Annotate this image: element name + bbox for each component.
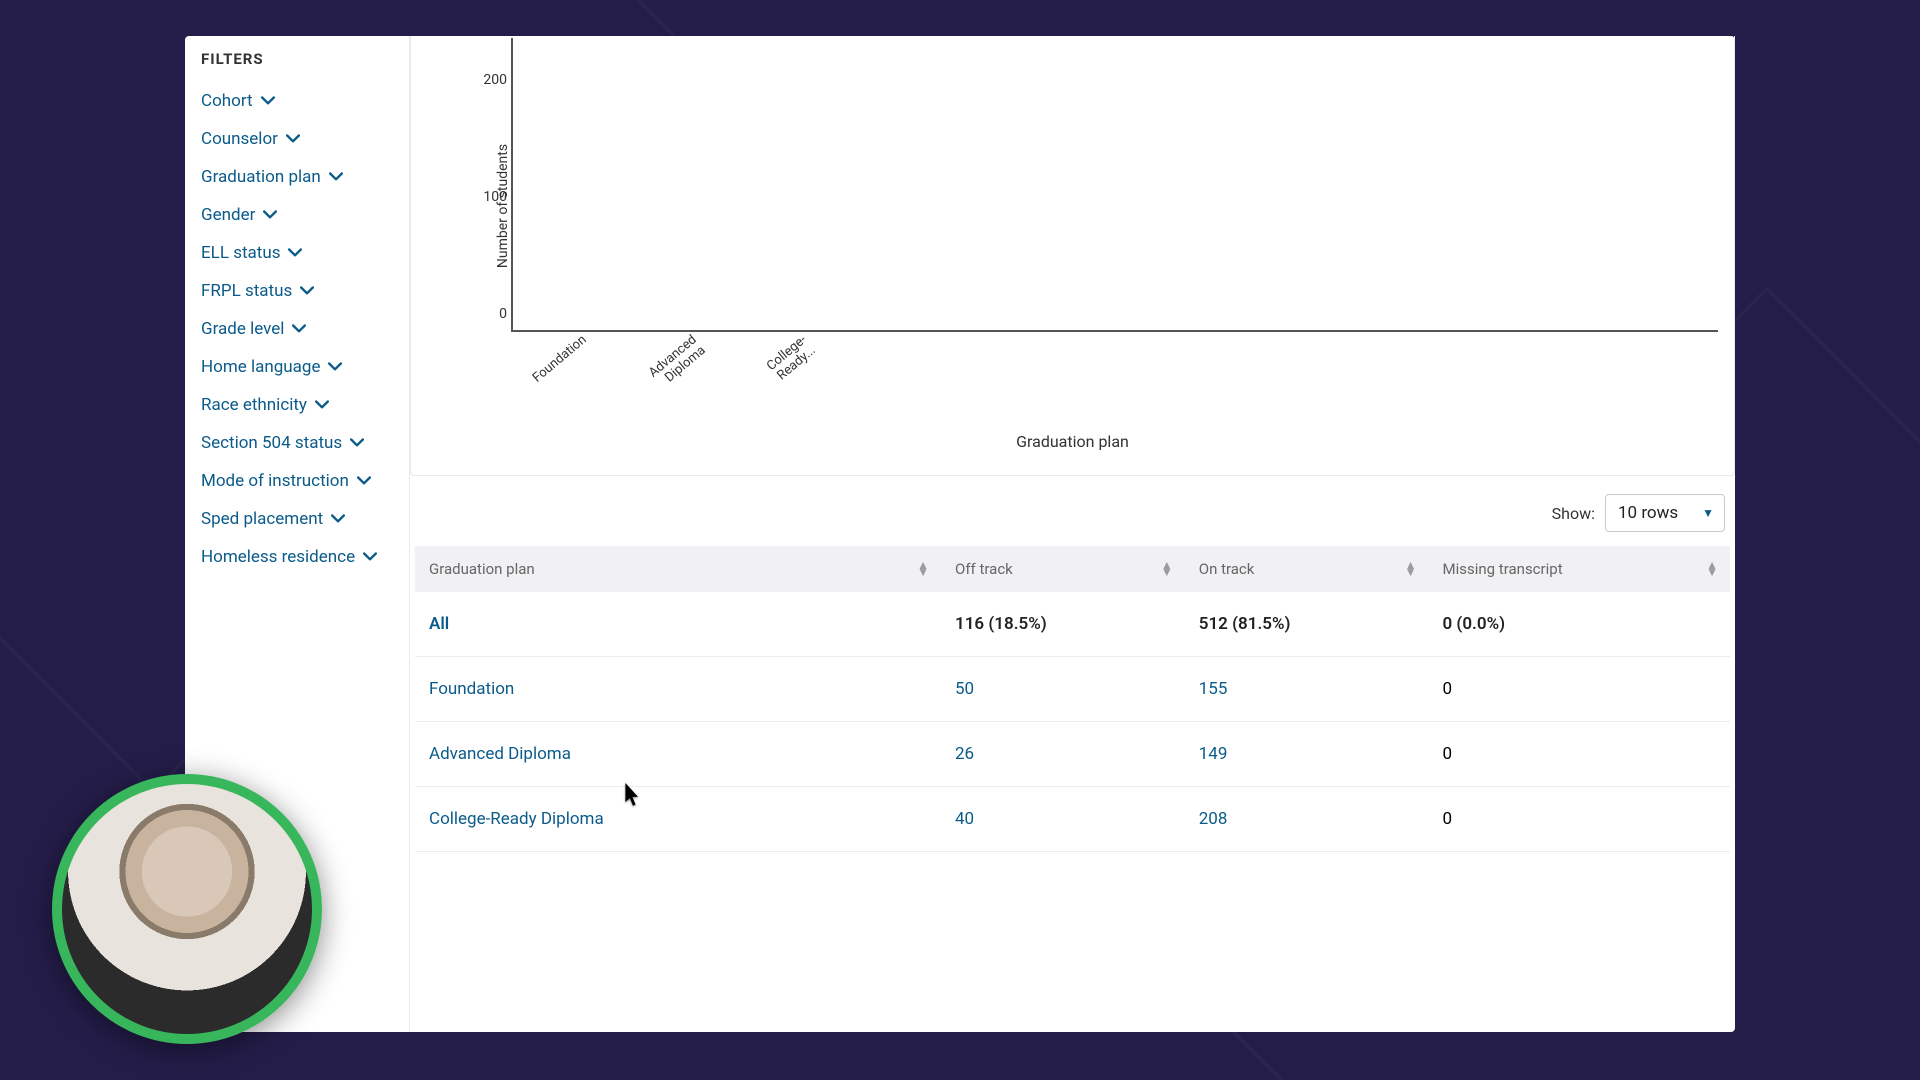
column-header[interactable]: Graduation plan ▲▼	[415, 546, 941, 592]
x-category-label: Foundation	[489, 333, 590, 421]
filter-label: Home language	[201, 357, 320, 377]
table-row: Advanced Diploma261490	[415, 722, 1730, 787]
filter-item[interactable]: Home language	[201, 348, 393, 386]
filter-item[interactable]: Grade level	[201, 310, 393, 348]
filter-item[interactable]: FRPL status	[201, 272, 393, 310]
value-cell[interactable]: 26	[941, 722, 1185, 787]
filter-label: ELL status	[201, 243, 280, 263]
sort-icon: ▲▼	[1706, 562, 1718, 576]
y-tick: 100	[463, 189, 507, 205]
chart-card: Number of students 010020050155Foundatio…	[410, 36, 1735, 476]
rows-select[interactable]: 10 rows ▼	[1605, 494, 1725, 532]
table-row: College-Ready Diploma402080	[415, 787, 1730, 852]
value-cell: 512 (81.5%)	[1185, 592, 1429, 657]
chevron-down-icon	[292, 322, 306, 336]
filter-item[interactable]: Sped placement	[201, 500, 393, 538]
value-cell: 0	[1429, 787, 1731, 852]
y-tick: 0	[463, 306, 507, 322]
chevron-down-icon	[329, 170, 343, 184]
value-cell: 0	[1429, 657, 1731, 722]
value-cell: 116 (18.5%)	[941, 592, 1185, 657]
chevron-down-icon	[363, 550, 377, 564]
filter-item[interactable]: Counselor	[201, 120, 393, 158]
value-cell[interactable]: 149	[1185, 722, 1429, 787]
column-label: Graduation plan	[429, 560, 535, 578]
filter-label: Race ethnicity	[201, 395, 307, 415]
filter-item[interactable]: Homeless residence	[201, 538, 393, 576]
filter-label: Gender	[201, 205, 255, 225]
filter-label: Cohort	[201, 91, 253, 111]
filter-label: Homeless residence	[201, 547, 355, 567]
plan-cell[interactable]: College-Ready Diploma	[415, 787, 941, 852]
main-content: Number of students 010020050155Foundatio…	[410, 36, 1735, 1032]
presenter-avatar	[52, 774, 322, 1044]
column-label: On track	[1199, 560, 1255, 578]
chevron-down-icon	[288, 246, 302, 260]
chevron-down-icon	[263, 208, 277, 222]
x-category-label: Advanced Diploma	[599, 333, 709, 432]
filter-label: Graduation plan	[201, 167, 321, 187]
show-label: Show:	[1552, 504, 1595, 523]
filter-item[interactable]: Graduation plan	[201, 158, 393, 196]
plan-cell[interactable]: Foundation	[415, 657, 941, 722]
chevron-down-icon	[350, 436, 364, 450]
table-row: All116 (18.5%)512 (81.5%)0 (0.0%)	[415, 592, 1730, 657]
sort-icon: ▲▼	[1405, 562, 1417, 576]
plan-cell[interactable]: Advanced Diploma	[415, 722, 941, 787]
filter-item[interactable]: Cohort	[201, 82, 393, 120]
column-header[interactable]: Off track ▲▼	[941, 546, 1185, 592]
value-cell[interactable]: 40	[941, 787, 1185, 852]
y-axis-label: Number of students	[495, 144, 511, 268]
filter-label: FRPL status	[201, 281, 292, 301]
chevron-down-icon	[300, 284, 314, 298]
x-category-label: College- Ready...	[709, 333, 819, 432]
value-cell[interactable]: 208	[1185, 787, 1429, 852]
filter-label: Mode of instruction	[201, 471, 349, 491]
rows-select-value: 10 rows	[1618, 503, 1678, 523]
filter-item[interactable]: Section 504 status	[201, 424, 393, 462]
plan-cell[interactable]: All	[415, 592, 941, 657]
filter-label: Grade level	[201, 319, 284, 339]
sort-icon: ▲▼	[1161, 562, 1173, 576]
x-axis-label: Graduation plan	[421, 432, 1724, 451]
filter-label: Sped placement	[201, 509, 323, 529]
chevron-down-icon	[286, 132, 300, 146]
value-cell: 0 (0.0%)	[1429, 592, 1731, 657]
app-card: FILTERS Cohort Counselor Graduation plan Ge…	[185, 36, 1735, 1032]
chevron-down-icon	[328, 360, 342, 374]
table-row: Foundation501550	[415, 657, 1730, 722]
column-header[interactable]: Missing transcript ▲▼	[1429, 546, 1731, 592]
column-label: Off track	[955, 560, 1013, 578]
filter-item[interactable]: Gender	[201, 196, 393, 234]
filter-item[interactable]: Race ethnicity	[201, 386, 393, 424]
stacked-bar-chart: Number of students 010020050155Foundatio…	[471, 36, 1724, 376]
y-tick: 200	[463, 72, 507, 88]
chevron-down-icon	[357, 474, 371, 488]
filter-label: Section 504 status	[201, 433, 342, 453]
column-label: Missing transcript	[1443, 560, 1563, 578]
chevron-down-icon: ▼	[1702, 506, 1714, 520]
value-cell[interactable]: 50	[941, 657, 1185, 722]
chevron-down-icon	[331, 512, 345, 526]
chevron-down-icon	[315, 398, 329, 412]
table-controls: Show: 10 rows ▼	[410, 486, 1735, 546]
filter-item[interactable]: ELL status	[201, 234, 393, 272]
value-cell[interactable]: 155	[1185, 657, 1429, 722]
value-cell: 0	[1429, 722, 1731, 787]
filter-item[interactable]: Mode of instruction	[201, 462, 393, 500]
chevron-down-icon	[261, 94, 275, 108]
data-table: Graduation plan▲▼Off track▲▼On track▲▼Mi…	[415, 546, 1730, 852]
sort-icon: ▲▼	[917, 562, 929, 576]
filter-label: Counselor	[201, 129, 278, 149]
column-header[interactable]: On track ▲▼	[1185, 546, 1429, 592]
filters-heading: FILTERS	[201, 50, 393, 68]
